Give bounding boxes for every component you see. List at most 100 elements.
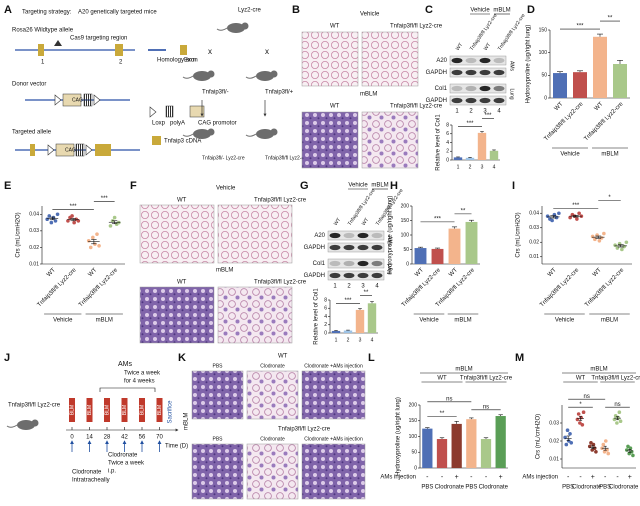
subgroup-label: Tnfaip3fl/fl Lyz2-cre bbox=[591, 376, 640, 382]
x-tick-label: WT bbox=[554, 101, 565, 112]
mouse-icon bbox=[207, 70, 215, 78]
blm-box bbox=[121, 398, 128, 422]
micrograph bbox=[217, 204, 293, 264]
data-point bbox=[76, 219, 81, 223]
significance-label: ns bbox=[614, 402, 620, 408]
y-tick-label: 4 bbox=[446, 140, 449, 146]
y-tick-label: 6 bbox=[446, 131, 449, 137]
y-tick-label: 0.02 bbox=[529, 240, 539, 246]
label: mBLM bbox=[371, 183, 388, 189]
data-point bbox=[606, 451, 611, 456]
bar bbox=[466, 419, 477, 468]
blm-box bbox=[86, 398, 93, 422]
y-tick-label: 150 bbox=[401, 218, 410, 224]
micrograph bbox=[361, 111, 419, 169]
significance-label: *** bbox=[434, 216, 442, 222]
blot-band bbox=[451, 69, 463, 76]
label: Vehicle bbox=[348, 183, 368, 189]
label: PBS bbox=[212, 436, 223, 442]
label: A20 bbox=[436, 58, 447, 64]
data-point bbox=[624, 240, 629, 245]
label: WT bbox=[177, 280, 187, 286]
label: 1 bbox=[455, 109, 459, 115]
mouse-icon bbox=[270, 128, 278, 136]
significance-label: ** bbox=[461, 208, 466, 214]
data-point bbox=[565, 428, 570, 433]
exon-box bbox=[115, 44, 123, 56]
y-tick-label: 4 bbox=[324, 314, 327, 320]
micrograph bbox=[246, 370, 299, 420]
data-point bbox=[620, 247, 624, 252]
data-point bbox=[563, 435, 567, 440]
blot-strip bbox=[449, 55, 507, 66]
significance-label: *** bbox=[466, 121, 474, 127]
x-tick-label: Tnfaip3fl/fl Lyz2-cre bbox=[583, 101, 625, 143]
data-point bbox=[49, 220, 54, 225]
header-label: mBLM bbox=[455, 367, 472, 373]
significance-label: ** bbox=[608, 16, 613, 22]
significance-label: ** bbox=[440, 411, 445, 417]
subgroup-label: Tnfaip3fl/fl Lyz2-cre bbox=[460, 376, 513, 382]
blot-band bbox=[465, 97, 477, 104]
data-point bbox=[626, 444, 630, 449]
mouse-icon bbox=[182, 133, 194, 137]
data-point bbox=[45, 217, 49, 222]
micrograph bbox=[217, 286, 293, 344]
label: mBLM bbox=[216, 268, 233, 274]
drug-label: PBS bbox=[421, 485, 433, 491]
panel-letter: A bbox=[4, 4, 12, 16]
data-point bbox=[66, 219, 70, 223]
group-label: Vehicle bbox=[560, 152, 580, 158]
panel-letter: I bbox=[512, 180, 515, 192]
label: A20 bbox=[314, 233, 325, 239]
label: WT bbox=[330, 24, 340, 30]
blot-band bbox=[329, 260, 341, 267]
blot-band bbox=[493, 97, 505, 104]
panel-letter: F bbox=[130, 180, 137, 192]
loxp bbox=[93, 94, 101, 106]
data-point bbox=[564, 442, 569, 447]
x-tick-label: WT bbox=[547, 267, 558, 278]
bar bbox=[448, 228, 461, 264]
mouse-icon bbox=[216, 27, 228, 31]
x-tick-label: 4 bbox=[371, 337, 374, 343]
y-tick-label: 2 bbox=[446, 149, 449, 155]
x-tick-label: WT bbox=[448, 267, 459, 278]
label: PBS bbox=[212, 363, 223, 369]
data-point bbox=[590, 448, 595, 452]
panel-letter: J bbox=[4, 352, 10, 364]
data-point bbox=[622, 244, 626, 249]
drug-label: PBS bbox=[562, 485, 574, 491]
blot-strip bbox=[327, 242, 385, 253]
blot-band bbox=[465, 69, 477, 76]
y-axis-label: Crs (mL/cmH2O) bbox=[16, 212, 22, 257]
y-tick-label: 0.02 bbox=[549, 438, 559, 444]
label: Tnfaip3fl/fl Lyz2-cre bbox=[390, 24, 443, 30]
y-tick-label: 8 bbox=[446, 122, 449, 128]
label: GAPDH bbox=[304, 245, 325, 251]
label: BLM bbox=[157, 405, 163, 415]
data-point bbox=[627, 451, 632, 456]
mouse-icon bbox=[256, 129, 274, 139]
bar bbox=[477, 132, 487, 160]
micrograph bbox=[139, 204, 215, 264]
x-tick-label: WT bbox=[88, 267, 99, 278]
x-tick-label: Tnfaip3fl/fl Lyz2-cre bbox=[543, 101, 585, 143]
data-point bbox=[587, 444, 592, 449]
label: BLM bbox=[87, 405, 93, 415]
data-point bbox=[577, 211, 581, 216]
y-tick-label: 100 bbox=[409, 434, 418, 440]
x-tick-label: 1 bbox=[335, 337, 338, 343]
legend-swatch bbox=[149, 106, 157, 118]
y-axis-label: Crs (mL/cmH2O) bbox=[536, 414, 542, 459]
y-tick-label: 6 bbox=[324, 306, 327, 312]
sign-label: + bbox=[455, 474, 459, 481]
micrograph bbox=[301, 370, 366, 420]
data-point bbox=[624, 448, 629, 452]
bar bbox=[422, 428, 433, 468]
label: mBLM bbox=[360, 92, 377, 98]
row-label: AMs injection bbox=[522, 475, 558, 481]
mouse-icon bbox=[31, 419, 39, 427]
bar bbox=[593, 36, 607, 98]
